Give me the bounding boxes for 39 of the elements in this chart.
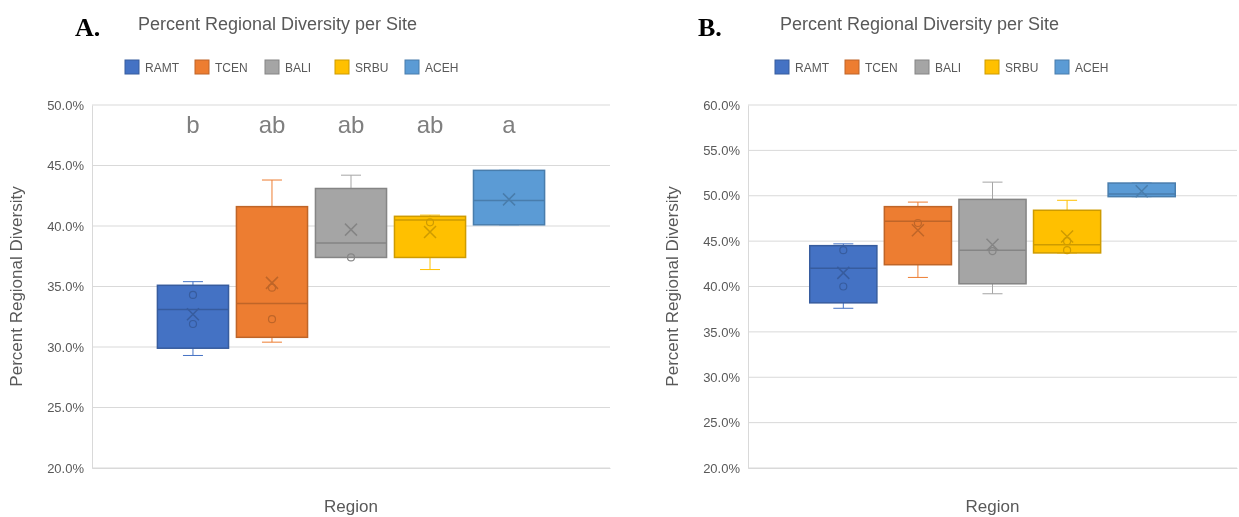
y-tick-label: 20.0% <box>703 460 741 476</box>
chart-subtitle: Percent Regional Diversity per Site <box>780 14 1060 34</box>
y-tick-label: 25.0% <box>47 400 85 416</box>
legend-label: TCEN <box>215 61 248 75</box>
y-tick-label: 30.0% <box>703 369 741 385</box>
legend-label: SRBU <box>1005 61 1039 75</box>
y-axis-title: Percent Regional Diversity <box>7 185 26 387</box>
legend-label: ACEH <box>1075 61 1109 75</box>
legend-label: TCEN <box>865 61 898 75</box>
x-axis-title: Region <box>324 497 378 516</box>
y-tick-label: 40.0% <box>47 218 85 234</box>
chart-title: B. <box>698 13 722 42</box>
chart-subtitle: Percent Regional Diversity per Site <box>138 14 418 34</box>
legend-label: BALI <box>935 61 962 75</box>
y-tick-label: 30.0% <box>47 339 85 355</box>
y-tick-label: 20.0% <box>47 460 85 476</box>
annotation: a <box>502 111 517 138</box>
y-tick-label: 25.0% <box>703 415 741 431</box>
y-tick-label: 40.0% <box>703 279 741 295</box>
legend-label: RAMT <box>145 61 180 75</box>
annotation: ab <box>258 111 286 138</box>
y-tick-label: 50.0% <box>703 188 741 204</box>
y-tick-label: 35.0% <box>703 324 741 340</box>
legend-label: SRBU <box>355 61 389 75</box>
legend-label: RAMT <box>795 61 830 75</box>
y-tick-label: 55.0% <box>703 143 741 159</box>
y-tick-label: 45.0% <box>47 158 85 174</box>
annotation: ab <box>416 111 444 138</box>
legend-label: BALI <box>285 61 312 75</box>
chart-title: A. <box>75 13 101 42</box>
y-tick-label: 35.0% <box>47 279 85 295</box>
x-axis-title: Region <box>965 497 1020 516</box>
legend-label: ACEH <box>425 61 459 75</box>
annotation: b <box>186 111 200 138</box>
y-tick-label: 60.0% <box>703 97 741 113</box>
y-tick-label: 50.0% <box>47 97 85 113</box>
y-tick-label: 45.0% <box>703 233 741 249</box>
y-axis-title: Percent Regional Diversity <box>663 185 682 387</box>
annotation: ab <box>337 111 365 138</box>
